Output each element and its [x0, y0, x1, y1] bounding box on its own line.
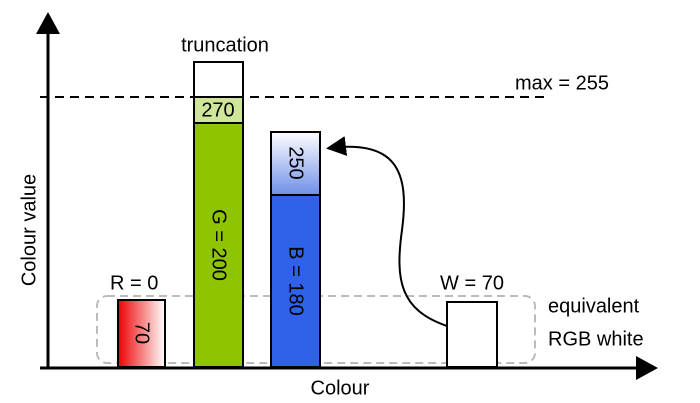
max-label: max = 255	[515, 72, 609, 94]
bar-label: G = 200	[208, 209, 230, 281]
bar-inner: 70	[131, 322, 153, 344]
r-bar	[117, 299, 166, 368]
g-bar	[193, 122, 244, 368]
y-arrow	[36, 12, 60, 34]
y-axis-label: Colour value	[18, 174, 40, 286]
truncated-part	[193, 61, 244, 98]
bar-top: 270	[201, 99, 234, 121]
bar-label: R = 0	[110, 272, 158, 294]
arrow	[326, 136, 448, 327]
w-bar	[446, 301, 498, 368]
b-top	[270, 131, 321, 196]
g-top	[193, 96, 244, 124]
x-axis-label: Colour	[311, 377, 370, 399]
note-line: equivalent	[548, 295, 640, 317]
x-arrow	[636, 356, 658, 380]
bar-top: 250	[285, 146, 307, 179]
b-bar	[270, 194, 321, 368]
note-line: RGB white	[548, 328, 644, 350]
truncation-label: truncation	[181, 34, 269, 56]
bar-label: B = 180	[285, 246, 307, 316]
bar-label: W = 70	[440, 272, 504, 294]
